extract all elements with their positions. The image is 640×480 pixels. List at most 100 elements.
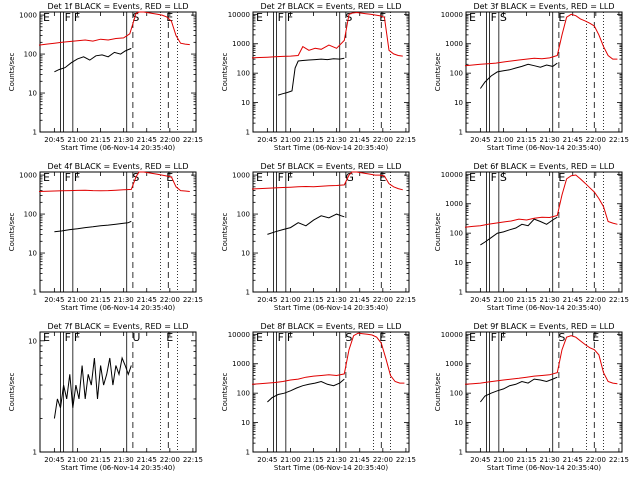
y-tick-label: 1 (459, 129, 463, 137)
chart-panel-8: Det 8f BLACK = Events, RED = LLD 1 10 100 10… (221, 322, 416, 472)
y-tick-label: 1 (246, 449, 250, 457)
x-tick-label: 21:00 (493, 456, 513, 464)
x-tick-label: 21:15 (303, 456, 323, 464)
flag-letter: F (491, 11, 497, 24)
x-tick-label: 21:00 (67, 136, 87, 144)
flag-letter: E (469, 331, 476, 344)
y-tick-label: 100 (24, 211, 37, 219)
x-tick-label: 22:15 (183, 136, 203, 144)
y-tick-label: 1 (246, 289, 250, 297)
events-series-line (479, 62, 558, 89)
flag-letter: E (256, 171, 263, 184)
flag-letter: F (65, 331, 71, 344)
flag-letter: F (287, 11, 293, 24)
y-tick-label: 1 (459, 449, 463, 457)
x-tick-label: 21:15 (90, 136, 110, 144)
lld-series-line (38, 171, 190, 192)
x-tick-label: 21:00 (67, 456, 87, 464)
x-tick-label: 21:30 (327, 136, 347, 144)
x-tick-label: 20:45 (44, 456, 64, 464)
y-tick-label: 1000 (445, 200, 463, 208)
x-tick-label: 21:00 (280, 136, 300, 144)
x-axis-label: Start Time (06-Nov-14 20:35:40) (487, 144, 601, 152)
flag-letter: F (491, 331, 497, 344)
y-tick-label: 10000 (228, 11, 250, 19)
x-axis-label: Start Time (06-Nov-14 20:35:40) (274, 304, 388, 312)
y-tick-label: 1000 (232, 360, 250, 368)
y-tick-label: 100 (450, 70, 463, 78)
plot-frame (39, 171, 197, 293)
y-axis-label: Counts/sec (221, 53, 229, 92)
x-tick-label: 22:15 (183, 296, 203, 304)
x-tick-label: 22:00 (586, 136, 606, 144)
y-tick-label: 1 (33, 129, 37, 137)
y-tick-label: 100 (24, 51, 37, 59)
x-tick-label: 22:00 (373, 136, 393, 144)
x-tick-label: 21:45 (137, 136, 157, 144)
flag-letter: E (43, 11, 50, 24)
y-tick-label: 100 (237, 390, 250, 398)
flag-letter: F (65, 11, 71, 24)
plot-frame (465, 171, 623, 293)
x-tick-label: 21:15 (516, 296, 536, 304)
flag-letter: F (74, 331, 80, 344)
x-tick-label: 21:30 (327, 456, 347, 464)
y-tick-label: 1000 (445, 360, 463, 368)
y-tick-label: 10 (28, 337, 37, 345)
flag-letter: E (43, 331, 50, 344)
flag-letter: E (166, 331, 173, 344)
x-tick-label: 21:00 (493, 136, 513, 144)
x-tick-label: 21:30 (327, 296, 347, 304)
y-tick-label: 10000 (228, 331, 250, 339)
y-tick-label: 100 (450, 390, 463, 398)
x-tick-label: 20:45 (470, 136, 490, 144)
plot-frame (39, 11, 197, 133)
x-tick-label: 20:45 (470, 456, 490, 464)
events-series-line (54, 47, 132, 73)
chart-title: Det 6f BLACK = Events, RED = LLD (473, 162, 614, 171)
chart-title: Det 1f BLACK = Events, RED = LLD (47, 2, 188, 11)
x-tick-label: 21:00 (493, 296, 513, 304)
flag-letter: E (379, 331, 386, 344)
plot-frame (39, 331, 197, 453)
x-tick-label: 21:30 (540, 456, 560, 464)
chart-title: Det 7f BLACK = Events, RED = LLD (47, 322, 188, 331)
y-tick-label: 10 (454, 99, 463, 107)
events-series-line (267, 213, 345, 235)
flag-letter: S (500, 11, 507, 24)
y-tick-label: 1 (33, 289, 37, 297)
x-tick-label: 22:00 (586, 456, 606, 464)
y-tick-label: 10000 (441, 171, 463, 179)
y-axis-label: Counts/sec (8, 53, 16, 92)
flag-letter: E (43, 171, 50, 184)
x-tick-label: 20:45 (44, 136, 64, 144)
x-tick-label: 21:00 (280, 456, 300, 464)
x-axis-label: Start Time (06-Nov-14 20:35:40) (61, 144, 175, 152)
x-tick-label: 20:45 (257, 136, 277, 144)
y-tick-label: 100 (450, 230, 463, 238)
x-tick-label: 21:45 (137, 456, 157, 464)
y-tick-label: 1000 (232, 172, 250, 180)
y-tick-label: 1 (459, 289, 463, 297)
x-axis-label: Start Time (06-Nov-14 20:35:40) (274, 464, 388, 472)
y-axis-label: Counts/sec (221, 373, 229, 412)
y-tick-label: 10 (454, 259, 463, 267)
events-series-line (480, 376, 558, 403)
y-axis-label: Counts/sec (434, 53, 442, 92)
y-axis-label: Counts/sec (8, 213, 16, 252)
x-tick-label: 21:45 (563, 136, 583, 144)
x-tick-label: 22:00 (160, 136, 180, 144)
lld-series-line (251, 171, 403, 191)
flag-letter: S (345, 331, 352, 344)
x-axis-label: Start Time (06-Nov-14 20:35:40) (274, 144, 388, 152)
chart-panel-4: Det 4f BLACK = Events, RED = LLD 1 10 100 10… (8, 162, 203, 312)
x-tick-label: 22:15 (609, 456, 629, 464)
x-tick-label: 22:15 (183, 456, 203, 464)
x-tick-label: 22:15 (396, 296, 416, 304)
y-tick-label: 10 (28, 250, 37, 258)
y-tick-label: 10000 (441, 331, 463, 339)
flag-letter: F (287, 171, 293, 184)
flag-letter: E (558, 11, 565, 24)
flag-letter: F (500, 331, 506, 344)
flag-letter: E (166, 171, 173, 184)
